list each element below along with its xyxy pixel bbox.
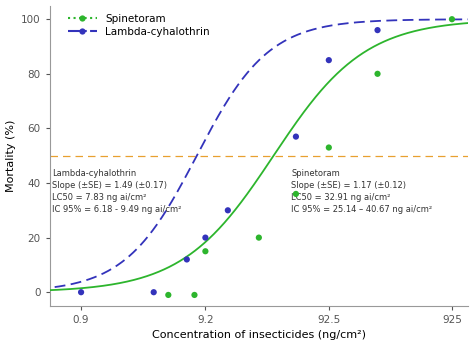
Y-axis label: Mortality (%): Mortality (%)	[6, 119, 16, 192]
Legend: Spinetoram, Lambda-cyhalothrin: Spinetoram, Lambda-cyhalothrin	[67, 14, 210, 37]
Point	[448, 17, 456, 22]
Point	[77, 290, 85, 295]
Point	[292, 191, 300, 197]
Point	[374, 27, 381, 33]
Point	[40, 284, 48, 290]
Point	[183, 257, 191, 262]
X-axis label: Concentration of insecticides (ng/cm²): Concentration of insecticides (ng/cm²)	[152, 330, 366, 340]
Point	[191, 292, 198, 298]
Point	[201, 248, 209, 254]
Point	[325, 57, 333, 63]
Point	[325, 145, 333, 150]
Point	[150, 290, 157, 295]
Point	[255, 235, 263, 240]
Text: Lambda-cyhalothrin
Slope (±SE) = 1.49 (±0.17)
LC50 = 7.83 ng ai/cm²
IC 95% = 6.1: Lambda-cyhalothrin Slope (±SE) = 1.49 (±…	[52, 169, 181, 214]
Point	[374, 71, 381, 76]
Point	[292, 134, 300, 139]
Point	[224, 208, 232, 213]
Text: Spinetoram
Slope (±SE) = 1.17 (±0.12)
LC50 = 32.91 ng ai/cm²
IC 95% = 25.14 – 40: Spinetoram Slope (±SE) = 1.17 (±0.12) LC…	[292, 169, 433, 214]
Point	[201, 235, 209, 240]
Point	[164, 292, 172, 298]
